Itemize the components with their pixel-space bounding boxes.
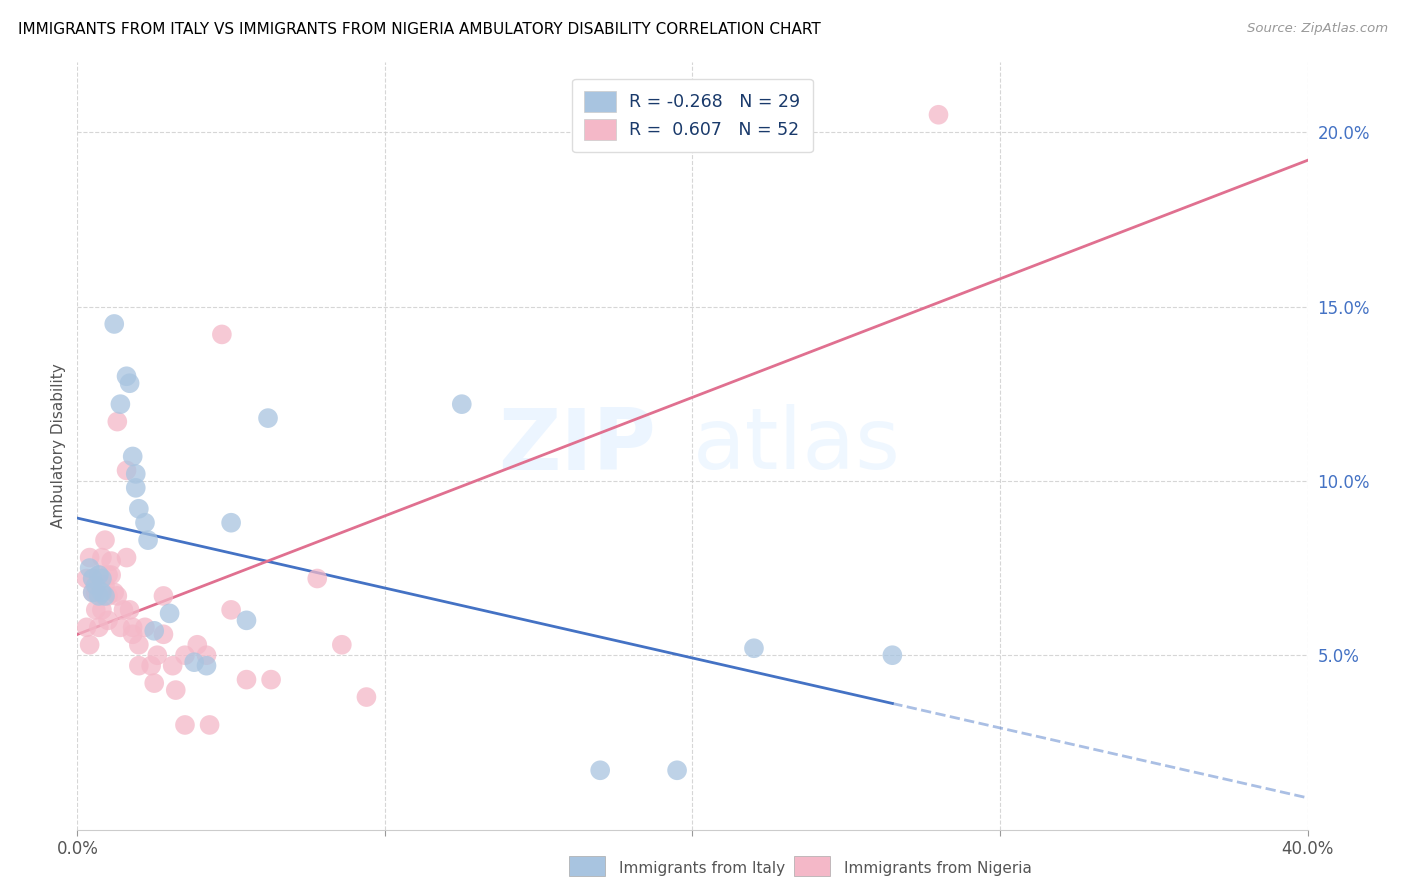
- Point: [97, 589, 120, 603]
- Point: [307, 572, 329, 586]
- Point: [115, 550, 138, 565]
- Point: [882, 648, 904, 663]
- Point: [82, 572, 104, 586]
- Point: [79, 550, 101, 565]
- Point: [90, 572, 114, 586]
- Point: [94, 533, 117, 548]
- Legend: R = -0.268   N = 29, R =  0.607   N = 52: R = -0.268 N = 29, R = 0.607 N = 52: [572, 78, 813, 153]
- Point: [143, 676, 166, 690]
- Text: IMMIGRANTS FROM ITALY VS IMMIGRANTS FROM NIGERIA AMBULATORY DISABILITY CORRELATI: IMMIGRANTS FROM ITALY VS IMMIGRANTS FROM…: [18, 22, 821, 37]
- Point: [174, 718, 197, 732]
- Point: [84, 603, 107, 617]
- Point: [103, 585, 125, 599]
- Point: [174, 648, 197, 663]
- Point: [134, 620, 156, 634]
- Text: Immigrants from Italy: Immigrants from Italy: [619, 861, 785, 876]
- Point: [450, 397, 472, 411]
- Point: [100, 568, 122, 582]
- Point: [79, 561, 101, 575]
- Point: [152, 627, 174, 641]
- Point: [356, 690, 378, 704]
- Point: [110, 620, 132, 634]
- Point: [79, 638, 101, 652]
- Point: [211, 327, 233, 342]
- Point: [97, 568, 120, 582]
- Point: [162, 658, 184, 673]
- Point: [589, 764, 612, 778]
- Point: [112, 603, 135, 617]
- Point: [165, 683, 187, 698]
- Point: [235, 673, 257, 687]
- Point: [82, 585, 104, 599]
- Point: [87, 568, 110, 582]
- Point: [141, 658, 163, 673]
- Point: [125, 481, 148, 495]
- Point: [115, 369, 138, 384]
- Point: [742, 641, 765, 656]
- Point: [87, 589, 110, 603]
- Point: [110, 397, 132, 411]
- Point: [195, 648, 218, 663]
- Point: [134, 516, 156, 530]
- Point: [94, 589, 117, 603]
- Text: atlas: atlas: [693, 404, 900, 488]
- Point: [121, 450, 143, 464]
- Point: [186, 638, 208, 652]
- Point: [128, 658, 150, 673]
- Point: [90, 603, 114, 617]
- Point: [219, 603, 242, 617]
- Point: [136, 533, 159, 548]
- Y-axis label: Ambulatory Disability: Ambulatory Disability: [51, 364, 66, 528]
- Point: [97, 613, 120, 627]
- Point: [82, 585, 104, 599]
- Point: [928, 108, 950, 122]
- Point: [82, 572, 104, 586]
- Point: [125, 467, 148, 481]
- Point: [128, 638, 150, 652]
- Text: Source: ZipAtlas.com: Source: ZipAtlas.com: [1247, 22, 1388, 36]
- Point: [94, 578, 117, 592]
- Point: [87, 620, 110, 634]
- Point: [143, 624, 166, 638]
- Point: [183, 655, 205, 669]
- Point: [105, 589, 128, 603]
- Point: [159, 607, 181, 621]
- Point: [121, 627, 143, 641]
- Point: [152, 589, 174, 603]
- Point: [666, 764, 689, 778]
- Text: ZIP: ZIP: [498, 404, 655, 488]
- Point: [84, 585, 107, 599]
- Point: [90, 550, 114, 565]
- Point: [87, 568, 110, 582]
- Point: [128, 501, 150, 516]
- Point: [84, 578, 107, 592]
- Point: [121, 620, 143, 634]
- Point: [146, 648, 169, 663]
- Point: [103, 317, 125, 331]
- Point: [198, 718, 221, 732]
- Point: [105, 415, 128, 429]
- Point: [260, 673, 283, 687]
- Point: [257, 411, 280, 425]
- Point: [115, 463, 138, 477]
- Point: [195, 658, 218, 673]
- Text: Immigrants from Nigeria: Immigrants from Nigeria: [844, 861, 1032, 876]
- Point: [118, 603, 141, 617]
- Point: [330, 638, 353, 652]
- Point: [90, 585, 114, 599]
- Point: [235, 613, 257, 627]
- Point: [76, 572, 98, 586]
- Point: [219, 516, 242, 530]
- Point: [118, 376, 141, 391]
- Point: [76, 620, 98, 634]
- Point: [100, 554, 122, 568]
